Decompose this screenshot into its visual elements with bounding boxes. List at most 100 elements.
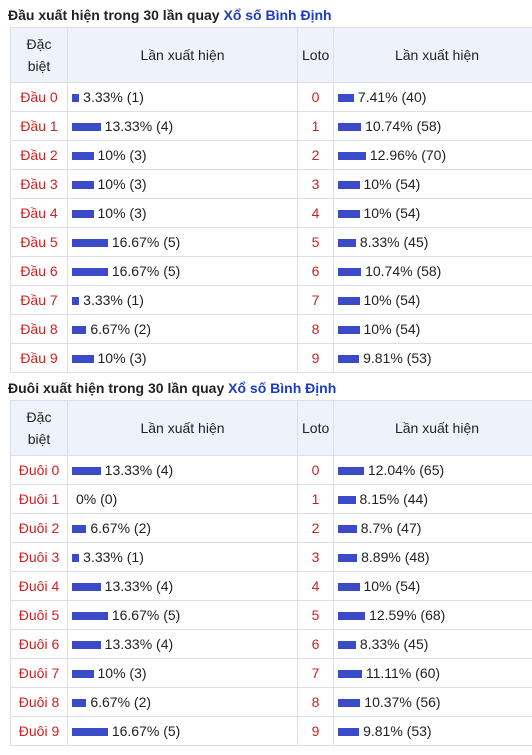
loto-cell: 5 [297, 600, 334, 630]
section-title: Đầu xuất hiện trong 30 lần quay Xổ số Bì… [0, 0, 532, 27]
count-cell: 3.33% (1) [67, 82, 298, 112]
bar [338, 152, 366, 161]
value-label: 13.33% (4) [104, 636, 174, 652]
count-cell: 10% (3) [67, 658, 298, 688]
value-label: 10% (54) [363, 321, 421, 337]
bar [338, 268, 362, 277]
bar [72, 699, 87, 708]
name-cell: Đầu 5 [10, 227, 68, 257]
count-cell: 16.67% (5) [67, 227, 298, 257]
loto-count-cell: 12.59% (68) [333, 600, 532, 630]
loto-count-cell: 8.33% (45) [333, 629, 532, 659]
title-link[interactable]: Xổ số Bình Định [223, 7, 332, 23]
value-label: 16.67% (5) [111, 263, 181, 279]
row: Đầu 8 6.67% (2) 8 10% (54) [10, 314, 532, 344]
value-label: 8.33% (45) [359, 636, 429, 652]
value-label: 10.74% (58) [365, 263, 442, 279]
bar [72, 583, 101, 592]
bar [338, 670, 362, 679]
bar [72, 467, 101, 476]
value-label: 10% (3) [97, 350, 147, 366]
bar [338, 728, 360, 737]
bar [338, 699, 361, 708]
row: Đuôi 8 6.67% (2) 8 10.37% (56) [10, 687, 532, 717]
loto-count-cell: 8.33% (45) [333, 227, 532, 257]
value-label: 3.33% (1) [83, 549, 144, 565]
loto-count-cell: 10% (54) [333, 169, 532, 199]
row: Đuôi 9 16.67% (5) 9 9.81% (53) [10, 716, 532, 746]
loto-cell: 0 [297, 82, 334, 112]
value-label: 10% (54) [363, 205, 421, 221]
bar [338, 641, 356, 650]
header-row: Đặc biệt Lần xuất hiện Loto Lần xuất hiện [10, 400, 532, 456]
row: Đuôi 6 13.33% (4) 6 8.33% (45) [10, 629, 532, 659]
loto-cell: 7 [297, 285, 334, 315]
loto-cell: 9 [297, 716, 334, 746]
name-cell: Đầu 0 [10, 82, 68, 112]
value-label: 8.89% (48) [361, 549, 430, 565]
value-label: 13.33% (4) [104, 578, 174, 594]
bar [72, 123, 101, 132]
bar [72, 670, 94, 679]
count-cell: 6.67% (2) [67, 513, 298, 543]
count-cell: 10% (3) [67, 343, 298, 373]
value-label: 11.11% (60) [365, 665, 441, 681]
bar [338, 554, 358, 563]
count-cell: 0% (0) [67, 484, 298, 514]
section-title: Đuôi xuất hiện trong 30 lần quay Xổ số B… [0, 373, 532, 400]
loto-cell: 3 [297, 542, 334, 572]
bar [338, 181, 360, 190]
row: Đầu 1 13.33% (4) 1 10.74% (58) [10, 111, 532, 141]
bar [338, 94, 354, 103]
loto-count-cell: 10% (54) [333, 285, 532, 315]
bar [72, 94, 80, 103]
name-cell: Đầu 2 [10, 140, 68, 170]
row: Đầu 5 16.67% (5) 5 8.33% (45) [10, 227, 532, 257]
loto-count-cell: 9.81% (53) [333, 716, 532, 746]
value-label: 3.33% (1) [83, 292, 144, 308]
bar [72, 728, 108, 737]
bar [72, 181, 94, 190]
stats-table: Đặc biệt Lần xuất hiện Loto Lần xuất hiện Đu… [10, 400, 532, 746]
bar [72, 152, 94, 161]
loto-count-cell: 8.89% (48) [333, 542, 532, 572]
bar [338, 612, 366, 621]
bar [338, 467, 364, 476]
loto-count-cell: 12.96% (70) [333, 140, 532, 170]
loto-cell: 1 [297, 484, 334, 514]
count-cell: 13.33% (4) [67, 571, 298, 601]
name-cell: Đầu 8 [10, 314, 68, 344]
name-cell: Đuôi 2 [10, 513, 68, 543]
value-label: 10.74% (58) [365, 118, 442, 134]
count-cell: 13.33% (4) [67, 111, 298, 141]
value-label: 12.96% (70) [369, 147, 447, 163]
bar [338, 496, 356, 505]
value-label: 9.81% (53) [363, 350, 432, 366]
header-cell: Loto [297, 27, 334, 83]
bar [72, 355, 94, 364]
bar [72, 268, 108, 277]
loto-count-cell: 7.41% (40) [333, 82, 532, 112]
value-label: 13.33% (4) [104, 118, 174, 134]
loto-count-cell: 12.04% (65) [333, 455, 532, 485]
value-label: 3.33% (1) [83, 89, 144, 105]
value-label: 0% (0) [76, 491, 118, 507]
row: Đầu 7 3.33% (1) 7 10% (54) [10, 285, 532, 315]
value-label: 8.33% (45) [359, 234, 429, 250]
value-label: 10% (3) [97, 176, 147, 192]
value-label: 10% (54) [363, 578, 421, 594]
count-cell: 3.33% (1) [67, 542, 298, 572]
value-label: 10.37% (56) [364, 694, 441, 710]
value-label: 12.04% (65) [367, 462, 445, 478]
bar [72, 239, 108, 248]
value-label: 13.33% (4) [104, 462, 174, 478]
value-label: 10% (54) [363, 292, 421, 308]
loto-count-cell: 10% (54) [333, 314, 532, 344]
count-cell: 3.33% (1) [67, 285, 298, 315]
value-label: 16.67% (5) [111, 607, 181, 623]
row: Đuôi 5 16.67% (5) 5 12.59% (68) [10, 600, 532, 630]
header-cell: Đặc biệt [10, 400, 68, 456]
title-link[interactable]: Xổ số Bình Định [228, 380, 337, 396]
value-label: 8.7% (47) [360, 520, 422, 536]
